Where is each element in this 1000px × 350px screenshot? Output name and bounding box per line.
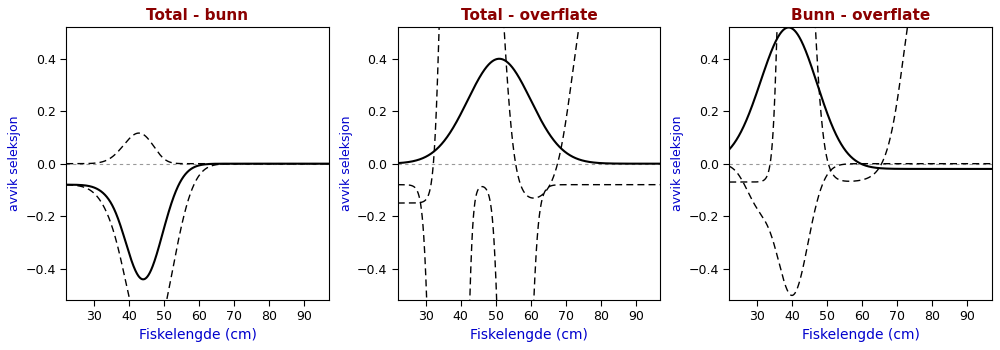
Title: Bunn - overflate: Bunn - overflate <box>791 8 930 23</box>
Title: Total - bunn: Total - bunn <box>146 8 249 23</box>
X-axis label: Fiskelengde (cm): Fiskelengde (cm) <box>139 328 256 342</box>
Y-axis label: avvik seleksjon: avvik seleksjon <box>671 116 684 211</box>
Title: Total - overflate: Total - overflate <box>461 8 597 23</box>
X-axis label: Fiskelengde (cm): Fiskelengde (cm) <box>802 328 919 342</box>
X-axis label: Fiskelengde (cm): Fiskelengde (cm) <box>470 328 588 342</box>
Y-axis label: avvik seleksjon: avvik seleksjon <box>8 116 21 211</box>
Y-axis label: avvik seleksjon: avvik seleksjon <box>340 116 353 211</box>
